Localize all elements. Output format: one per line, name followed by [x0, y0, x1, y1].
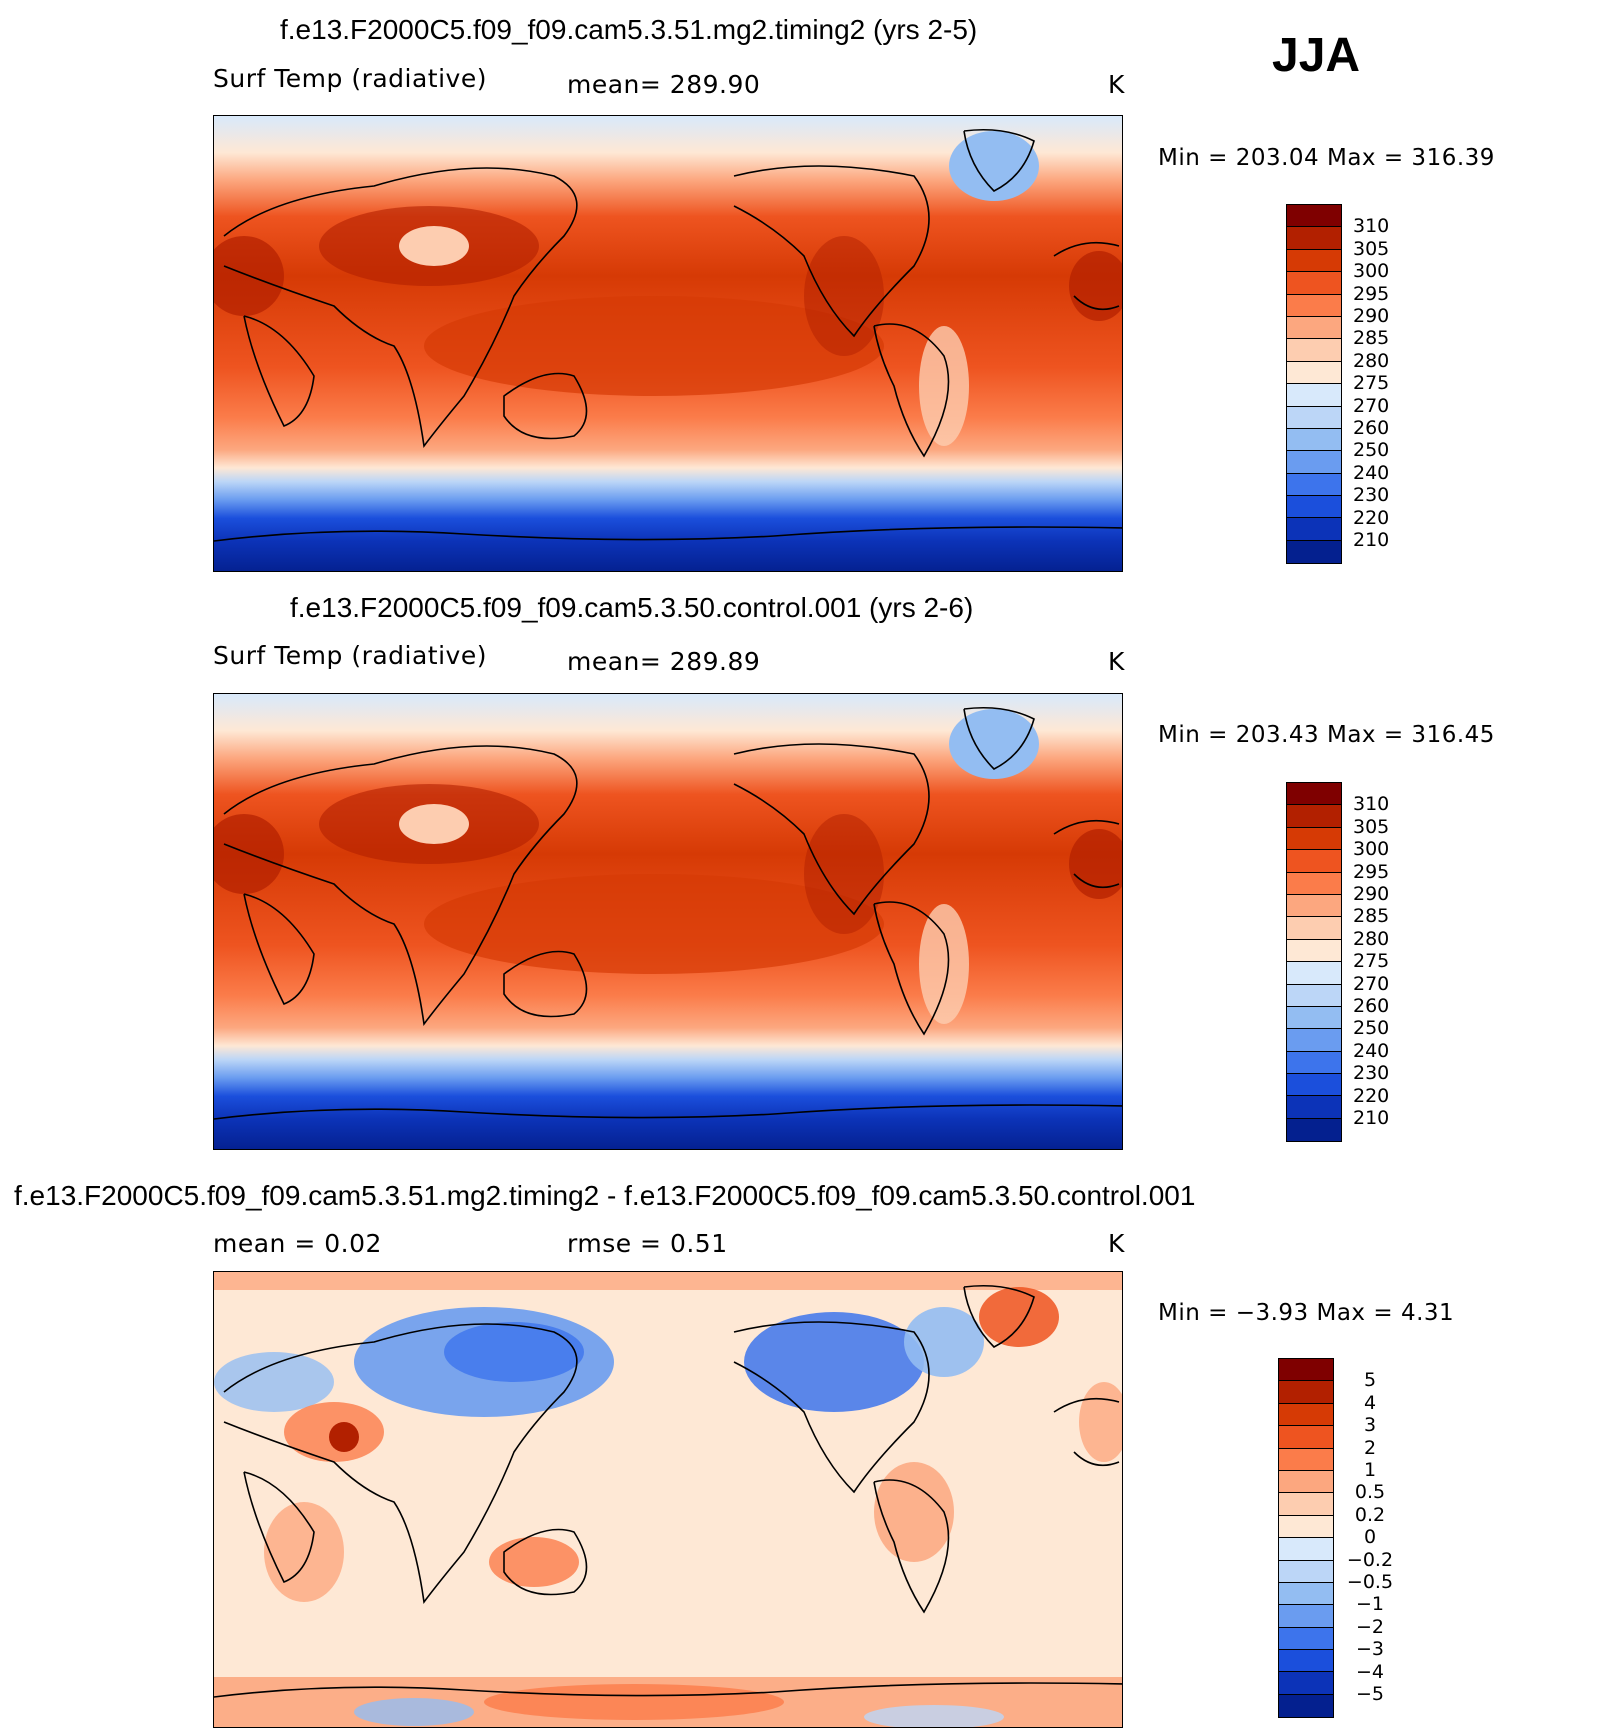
colorbar-tick-label: 230	[1353, 484, 1390, 507]
panel3-difference-field	[214, 1272, 1122, 1727]
colorbar-tick-label: 1	[1363, 1459, 1377, 1481]
colorbar-tick-label: 310	[1353, 793, 1390, 816]
panel2-temperature-field	[214, 694, 1122, 1149]
colorbar-tick-label: 210	[1353, 1107, 1390, 1129]
colorbar-tick-label: 280	[1353, 927, 1390, 950]
panel3-title: f.e13.F2000C5.f09_f09.cam5.3.51.mg2.timi…	[14, 1180, 1196, 1211]
colorbar-tick-label: 4	[1363, 1391, 1377, 1414]
colorbar-tick-label: 295	[1353, 282, 1390, 305]
panel2-title: f.e13.F2000C5.f09_f09.cam5.3.50.control.…	[290, 592, 974, 623]
panel1-minmax: Min = 203.04 Max = 316.39	[1158, 145, 1495, 171]
colorbar-tick-label: 0	[1363, 1526, 1377, 1549]
colorbar-tick-label: 300	[1353, 260, 1390, 283]
panel3-map	[213, 1271, 1123, 1728]
colorbar-tick-label: 3	[1363, 1414, 1377, 1437]
colorbar-tick-label: 2	[1363, 1436, 1377, 1459]
panel1-colorbar	[1286, 204, 1342, 565]
panel2-mean-label: mean= 289.89	[567, 647, 761, 676]
colorbar-tick-label: 295	[1353, 860, 1390, 883]
panel1-temperature-field	[214, 116, 1122, 571]
colorbar-tick-label: 260	[1353, 995, 1390, 1017]
colorbar-tick-label: 285	[1353, 327, 1390, 350]
colorbar-tick-label: 310	[1353, 215, 1390, 238]
panel3-units: K	[1108, 1229, 1125, 1258]
colorbar-tick-label: 210	[1353, 529, 1390, 551]
colorbar-tick-label: 0.5	[1354, 1481, 1386, 1504]
panel1-map	[213, 115, 1123, 572]
colorbar-tick-label: −5	[1355, 1683, 1384, 1705]
panel1-variable-label: Surf Temp (radiative)	[213, 64, 487, 93]
colorbar-tick-label: 220	[1353, 506, 1390, 529]
colorbar-tick-label: 290	[1353, 883, 1390, 905]
colorbar-tick-label: 0.2	[1354, 1503, 1386, 1526]
season-label: JJA	[1272, 29, 1361, 82]
colorbar-tick-label: −0.5	[1346, 1571, 1394, 1593]
panel2-units: K	[1108, 647, 1125, 676]
colorbar-tick-label: −2	[1355, 1615, 1384, 1638]
panel3-minmax: Min = −3.93 Max = 4.31	[1158, 1300, 1455, 1326]
colorbar-tick-label: 230	[1353, 1062, 1390, 1085]
colorbar-tick-label: 220	[1353, 1084, 1390, 1107]
colorbar-tick-label: 250	[1353, 1017, 1390, 1040]
colorbar-tick-label: 240	[1353, 461, 1390, 484]
colorbar-tick-label: −1	[1355, 1593, 1384, 1616]
panel3-colorbar	[1278, 1358, 1334, 1719]
colorbar-tick-label: 305	[1353, 815, 1390, 838]
colorbar-tick-label: 305	[1353, 237, 1390, 260]
colorbar-tick-label: 270	[1353, 394, 1390, 417]
panel1-title: f.e13.F2000C5.f09_f09.cam5.3.51.mg2.timi…	[280, 14, 978, 45]
colorbar-tick-label: 240	[1353, 1039, 1390, 1062]
colorbar-tick-label: 260	[1353, 417, 1390, 439]
panel2-map	[213, 693, 1123, 1150]
panel3-mean-label: mean = 0.02	[213, 1229, 382, 1258]
colorbar-tick-label: 275	[1353, 372, 1390, 395]
colorbar-tick-label: 275	[1353, 950, 1390, 973]
panel2-colorbar	[1286, 782, 1342, 1143]
colorbar-tick-label: 300	[1353, 838, 1390, 861]
panel2-minmax: Min = 203.43 Max = 316.45	[1158, 722, 1495, 748]
colorbar-tick-label: −0.2	[1346, 1548, 1394, 1571]
colorbar-tick-label: 250	[1353, 439, 1390, 462]
panel2-variable-label: Surf Temp (radiative)	[213, 641, 487, 670]
colorbar-tick-label: 5	[1363, 1369, 1377, 1392]
panel1-mean-label: mean= 289.90	[567, 70, 761, 99]
colorbar-tick-label: 280	[1353, 349, 1390, 372]
panel1-units: K	[1108, 70, 1125, 99]
colorbar-tick-label: 285	[1353, 905, 1390, 928]
colorbar-tick-label: −4	[1355, 1660, 1384, 1683]
colorbar-tick-label: −3	[1355, 1638, 1384, 1661]
panel3-rmse-label: rmse = 0.51	[567, 1229, 728, 1258]
colorbar-tick-label: 270	[1353, 972, 1390, 995]
colorbar-tick-label: 290	[1353, 305, 1390, 327]
